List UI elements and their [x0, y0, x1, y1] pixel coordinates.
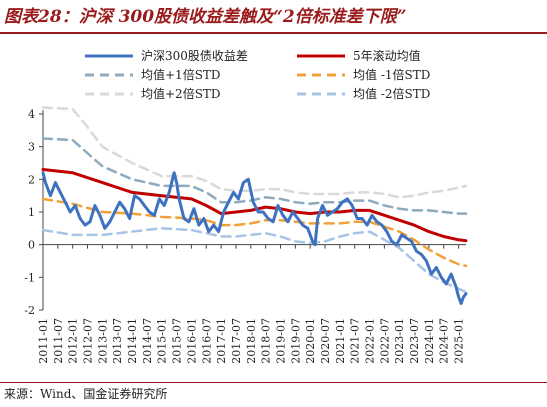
- y-tick-label: 0: [28, 239, 35, 252]
- x-tick-label: 2019-07: [289, 318, 302, 364]
- x-tick-label: 2017-07: [230, 318, 243, 364]
- legend-label: 5年滚动均值: [353, 48, 421, 63]
- x-tick-label: 2023-01: [393, 318, 406, 364]
- x-tick-label: 2022-01: [364, 318, 377, 364]
- y-tick-label: 4: [28, 108, 35, 121]
- series-line-5: [41, 227, 468, 294]
- y-tick-label: 2: [28, 173, 35, 186]
- x-tick-label: 2024-07: [438, 318, 451, 364]
- x-tick-label: 2025-01: [453, 318, 466, 364]
- y-tick-label: 3: [28, 141, 35, 154]
- x-tick-label: 2016-07: [200, 318, 213, 364]
- x-tick-label: 2013-07: [111, 318, 124, 364]
- x-tick-label: 2012-07: [82, 318, 95, 364]
- x-tick-label: 2019-01: [274, 318, 287, 364]
- y-tick-label: -2: [24, 304, 35, 317]
- x-tick-label: 2014-07: [141, 318, 154, 364]
- source-note: 来源：Wind、国金证券研究所: [4, 387, 168, 401]
- series-line-2: [41, 137, 468, 215]
- x-tick-label: 2022-07: [378, 318, 391, 364]
- series-line-4: [41, 106, 468, 199]
- x-tick-label: 2020-07: [319, 318, 332, 364]
- x-tick-label: 2011-07: [52, 318, 65, 364]
- y-tick-label: -1: [24, 271, 35, 284]
- legend-label: 均值+2倍STD: [141, 86, 221, 101]
- chart-title: 图表28：沪深 300股债收益差触及“2倍标准差下限”: [4, 7, 407, 27]
- series-line-3: [41, 197, 468, 268]
- x-tick-label: 2018-01: [245, 318, 258, 364]
- legend-label: 均值+1倍STD: [141, 67, 221, 82]
- x-tick-label: 2018-07: [260, 318, 273, 364]
- legend-label: 均值 -1倍STD: [353, 67, 430, 82]
- x-tick-label: 2012-01: [67, 318, 80, 364]
- x-tick-label: 2011-01: [37, 318, 50, 364]
- x-tick-label: 2024-01: [423, 318, 436, 364]
- x-tick-label: 2020-01: [304, 318, 317, 364]
- x-tick-label: 2015-01: [156, 318, 169, 364]
- x-tick-label: 2023-07: [408, 318, 421, 364]
- x-tick-label: 2016-01: [185, 318, 198, 364]
- legend-label: 沪深300股债收益差: [141, 49, 248, 63]
- x-tick-label: 2021-07: [349, 318, 362, 364]
- title-rule: [0, 32, 547, 34]
- series-line-1: [41, 168, 468, 243]
- x-tick-label: 2015-07: [171, 318, 184, 364]
- x-tick-label: 2021-01: [334, 318, 347, 364]
- y-tick-label: 1: [28, 206, 35, 219]
- source-rule: [0, 382, 547, 383]
- x-tick-label: 2017-01: [215, 318, 228, 364]
- x-tick-label: 2014-01: [126, 318, 139, 364]
- legend-label: 均值 -2倍STD: [353, 86, 430, 101]
- series-line-0: [41, 171, 468, 305]
- x-tick-label: 2013-01: [96, 318, 109, 364]
